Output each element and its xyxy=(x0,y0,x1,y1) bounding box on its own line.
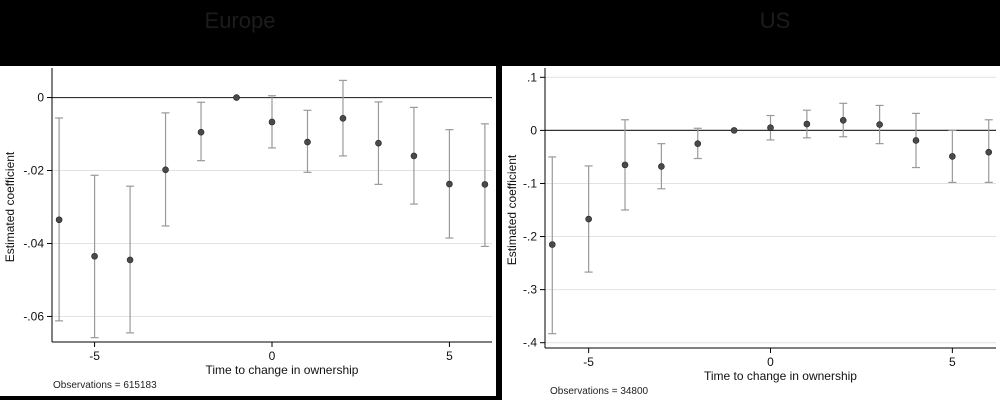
x-axis-label: Time to change in ownership xyxy=(704,369,857,383)
data-point xyxy=(375,139,382,147)
data-point xyxy=(658,163,665,170)
europe-chart-panel: 0 -.02 -.04 -.06 -5 0 5 Time to change in owner… xyxy=(0,66,496,396)
data-point xyxy=(767,124,774,132)
y-axis-label: Estimated coefficient xyxy=(3,151,17,262)
x-tick-label: -5 xyxy=(583,355,594,369)
observations-note: Observations = 34800 xyxy=(550,386,649,397)
data-point xyxy=(985,148,993,156)
data-point xyxy=(585,215,592,223)
y-tick-label: 0 xyxy=(37,91,44,105)
data-point xyxy=(55,216,63,224)
y-tick-label: -.06 xyxy=(23,309,44,323)
data-point xyxy=(730,127,738,134)
x-axis-label: Time to change in ownership xyxy=(206,363,359,377)
x-tick-label: 5 xyxy=(446,349,453,363)
data-point xyxy=(839,116,847,124)
data-point xyxy=(949,153,956,160)
y-tick-label: -.3 xyxy=(523,283,537,297)
data-point xyxy=(876,121,883,128)
data-point xyxy=(548,241,556,248)
us-chart: .1 0 -.1 -.2 -.3 -.4 -5 0 5 Time to change in own… xyxy=(505,68,996,397)
data-point xyxy=(126,256,134,264)
data-point xyxy=(339,115,347,122)
us-panel-title: US xyxy=(759,8,791,33)
y-tick-label: -.1 xyxy=(523,176,537,190)
data-point xyxy=(621,161,629,169)
data-point xyxy=(410,152,418,160)
data-point xyxy=(162,166,169,174)
data-point xyxy=(912,137,920,144)
data-point xyxy=(91,252,98,260)
y-tick-label: -.2 xyxy=(523,230,537,244)
data-point xyxy=(197,128,205,136)
observations-note: Observations = 615183 xyxy=(53,380,157,391)
data-point xyxy=(233,94,240,101)
data-point xyxy=(304,138,311,146)
europe-panel-title: Europe xyxy=(204,8,276,33)
y-tick-label: -.04 xyxy=(23,236,44,250)
y-axis-label: Estimated coefficient xyxy=(505,154,519,265)
us-chart-panel: .1 0 -.1 -.2 -.3 -.4 -5 0 5 Time to change in own… xyxy=(502,66,1000,400)
data-point xyxy=(481,181,489,188)
y-tick-label: 0 xyxy=(530,123,537,137)
europe-chart: 0 -.02 -.04 -.06 -5 0 5 Time to change in owner… xyxy=(3,68,492,391)
data-point xyxy=(694,140,702,147)
y-tick-label: -.02 xyxy=(23,164,44,178)
data-point xyxy=(268,118,276,126)
x-tick-label: 0 xyxy=(767,355,774,369)
data-point xyxy=(446,180,453,188)
data-point xyxy=(803,120,811,128)
y-tick-label: .1 xyxy=(527,70,537,84)
x-tick-label: 0 xyxy=(269,349,276,363)
x-tick-label: 5 xyxy=(949,355,956,369)
y-tick-label: -.4 xyxy=(523,336,537,350)
x-tick-label: -5 xyxy=(89,349,100,363)
